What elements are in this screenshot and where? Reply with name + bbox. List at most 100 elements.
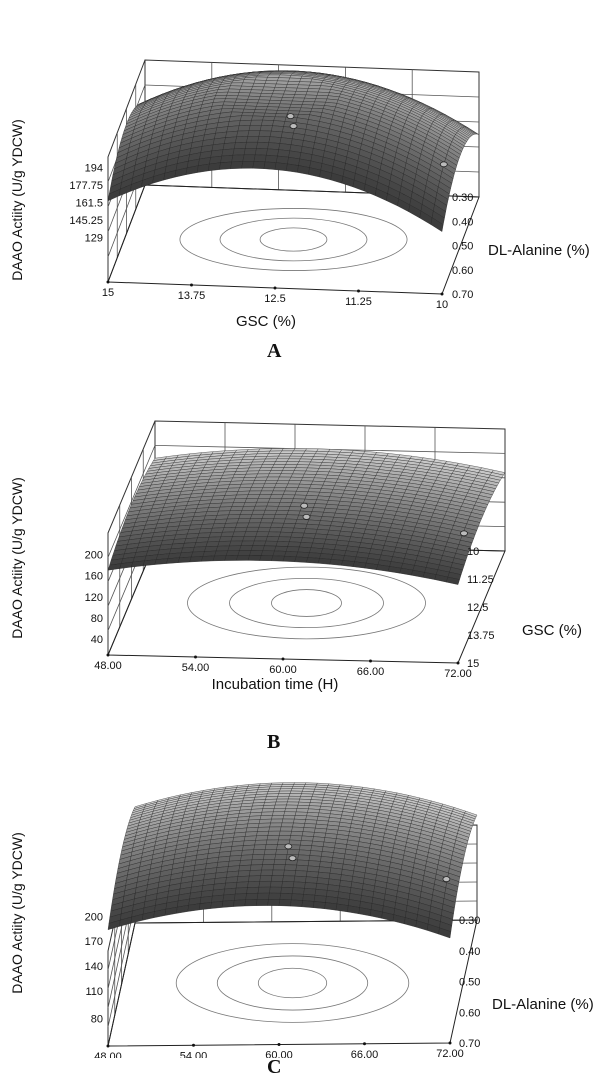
surface-facet: [271, 490, 285, 495]
surface-facet: [290, 899, 303, 907]
surface-facet: [258, 130, 272, 137]
surface-facet: [237, 550, 252, 556]
surface-facet: [302, 532, 316, 539]
surface-facet: [252, 849, 266, 855]
surface-facet: [301, 453, 316, 457]
surface-facet: [249, 487, 264, 492]
surface-facet: [262, 545, 277, 552]
surface-plot-b: 200 160 120 80 40 48.00 54.00 60.00 66.00 72.00 10…: [9, 420, 582, 693]
surface-facet: [303, 528, 318, 534]
surface-facet: [285, 546, 300, 553]
surface-facet: [239, 483, 254, 488]
surface-facet: [283, 869, 297, 877]
surface-facet: [202, 550, 217, 557]
surface-facet: [262, 804, 276, 809]
design-point: [460, 530, 468, 537]
z-tick-label: 120: [85, 592, 103, 604]
surface-facet: [303, 470, 318, 475]
z-axis-label: DAAO Actiity (U/g YDCW): [9, 832, 25, 994]
surface-facet: [272, 90, 286, 95]
surface-facet: [265, 476, 280, 481]
floor-contour: [271, 589, 342, 617]
surface-facet: [267, 142, 281, 150]
floor-contour: [179, 208, 408, 271]
surface-facet: [270, 881, 283, 888]
surface-facet: [288, 793, 302, 797]
surface-facet: [212, 555, 227, 562]
x-tick-label: 54.00: [182, 662, 210, 674]
surface-facet: [236, 518, 251, 524]
surface-facet: [231, 154, 245, 163]
surface-facet: [247, 490, 262, 495]
surface-facet: [219, 502, 234, 508]
x-tick-label: 48.00: [94, 1051, 122, 1058]
surface-facet: [258, 822, 271, 828]
y-tick-label: 0.60: [459, 1007, 480, 1019]
surface-facet: [295, 808, 309, 813]
x-axis-label: Incubation time (H): [212, 676, 339, 693]
x-tick-label: 60.00: [265, 1050, 293, 1059]
floor-contour: [216, 955, 369, 1011]
surface-facet: [278, 835, 291, 841]
surface-facet: [240, 480, 255, 485]
surface-facet: [256, 142, 270, 149]
z-tick-label: 110: [85, 986, 103, 998]
surface-facet: [215, 545, 230, 552]
surface-facet: [298, 110, 312, 115]
floor-contour: [257, 967, 328, 999]
surface-facet: [248, 125, 262, 131]
surface-facet: [221, 104, 235, 109]
surface-facet: [215, 91, 229, 96]
surface-facet: [264, 540, 278, 547]
surface-facet: [247, 467, 261, 472]
surface-facet: [297, 461, 311, 466]
surface-facet: [227, 545, 242, 551]
surface-facet: [232, 105, 246, 110]
surface-facet: [290, 100, 304, 105]
x-tick-mark: [106, 653, 110, 657]
surface-facet: [283, 90, 297, 95]
surface-facet: [227, 484, 242, 489]
surface-facet: [268, 892, 282, 900]
surface-facet: [306, 88, 320, 93]
surface-plot-a: 194 177.75 161.5 145.25 129 15 13.75 12.5 11.25 1…: [9, 59, 590, 330]
surface-facet: [230, 161, 244, 169]
surface-facet: [283, 464, 298, 468]
surface-facet: [214, 550, 229, 557]
surface-facet: [265, 455, 279, 460]
surface-facet: [250, 545, 265, 551]
surface-facet: [205, 541, 220, 547]
surface-facet: [231, 108, 245, 113]
surface-facet: [247, 130, 261, 137]
y-tick-label: 12.5: [467, 602, 488, 614]
surface-facet: [256, 498, 271, 503]
surface-facet: [280, 786, 294, 789]
surface-facet: [290, 831, 304, 837]
z-tick-label: 80: [91, 613, 103, 625]
surface-facet: [228, 85, 242, 90]
surface-facet: [296, 859, 310, 866]
y-tick-label: 0.30: [459, 915, 480, 927]
surface-facet: [259, 555, 274, 561]
surface-facet: [279, 893, 293, 900]
surface-facet: [268, 73, 282, 76]
surface-facet: [233, 899, 246, 907]
surface-facet: [280, 822, 294, 828]
surface-facet: [231, 502, 246, 507]
surface-facet: [247, 555, 262, 561]
surface-facet: [253, 505, 268, 511]
panel-b: 200 160 120 80 40 48.00 54.00 60.00 66.00 72.00 10…: [0, 368, 594, 758]
surface-facet: [227, 88, 241, 93]
z-tick-label: 170: [85, 936, 103, 948]
surface-facet: [284, 87, 298, 92]
panel-a: 194 177.75 161.5 145.25 129 15 13.75 12.5 11.25 1…: [0, 0, 594, 368]
surface-facet: [306, 865, 320, 873]
surface-facet: [241, 82, 255, 87]
surface-facet: [225, 518, 240, 524]
surface-facet: [254, 106, 268, 111]
surface-facet: [283, 811, 297, 816]
surface-facet: [292, 881, 306, 889]
surface-facet: [230, 536, 245, 542]
surface-facet: [264, 480, 279, 484]
surface-facet: [237, 92, 251, 97]
